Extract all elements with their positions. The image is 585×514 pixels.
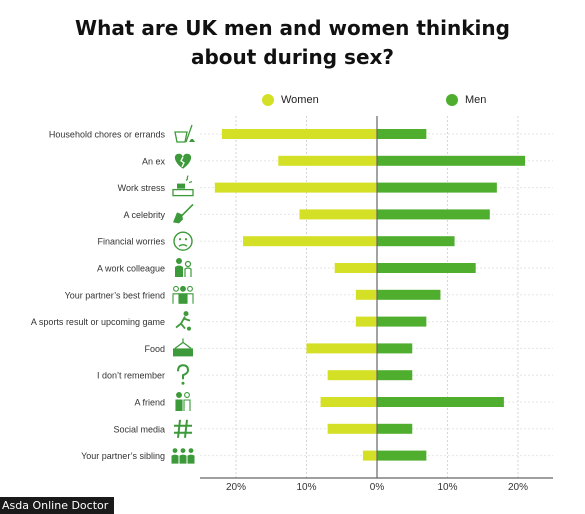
bar-women <box>306 343 377 354</box>
bar-men <box>377 155 526 166</box>
bar-men <box>377 343 413 354</box>
bar-men <box>377 182 497 193</box>
bar-women <box>320 397 377 407</box>
bar-men <box>377 263 476 273</box>
friends-group-icon <box>172 285 194 304</box>
bar-men <box>377 316 427 327</box>
family-icon <box>171 448 195 464</box>
x-tick-label: 20% <box>508 482 528 493</box>
bar-women <box>334 263 377 273</box>
hashtag-icon <box>174 419 192 438</box>
bar-men <box>377 129 427 139</box>
legend-women-label: Women <box>281 94 319 106</box>
desk-stress-icon <box>172 175 194 197</box>
category-label: A sports result or upcoming game <box>31 317 165 327</box>
image-credit: Asda Online Doctor <box>0 497 115 514</box>
bar-women <box>355 316 377 327</box>
bar-men <box>377 209 490 220</box>
bar-women <box>278 155 377 166</box>
category-label: Work stress <box>118 183 166 193</box>
category-label: I don’t remember <box>97 371 165 381</box>
category-label: A work colleague <box>97 264 165 274</box>
category-label: Household chores or errands <box>49 130 166 140</box>
bar-men <box>377 423 413 434</box>
broken-heart-icon <box>174 153 192 169</box>
bar-men <box>377 370 413 381</box>
chart-title-line1: What are UK men and women thinking <box>75 16 510 40</box>
category-label: Your partner’s best friend <box>65 290 165 300</box>
x-tick-label: 20% <box>226 482 246 493</box>
legend-women-swatch <box>262 94 274 106</box>
two-people-icon <box>175 392 191 411</box>
guitar-icon <box>173 203 194 224</box>
bar-women <box>214 182 377 193</box>
category-label: A celebrity <box>123 210 165 220</box>
colleagues-icon <box>175 258 192 277</box>
bar-women <box>327 423 377 434</box>
bar-men <box>377 236 455 247</box>
footballer-icon <box>175 311 191 331</box>
question-mark-icon <box>177 364 190 385</box>
legend-men-swatch <box>446 94 458 106</box>
legend-women: Women <box>262 94 319 106</box>
bar-men <box>377 450 427 461</box>
category-label: A friend <box>134 398 165 408</box>
category-label: An ex <box>142 156 166 166</box>
bar-women <box>299 209 377 220</box>
category-label: Social media <box>113 424 165 434</box>
bar-women <box>327 370 377 381</box>
chart-title: What are UK men and women thinking about… <box>0 14 585 72</box>
legend-men-label: Men <box>465 94 487 106</box>
category-label: Financial worries <box>97 237 165 247</box>
worried-face-icon <box>173 231 193 251</box>
category-label: Your partner’s sibling <box>81 451 165 461</box>
legend-men: Men <box>446 94 486 106</box>
x-tick-label: 0% <box>370 482 385 493</box>
x-tick-label: 10% <box>437 482 457 493</box>
bar-women <box>243 236 377 247</box>
bar-women <box>221 129 377 139</box>
bar-men <box>377 289 441 300</box>
x-tick-label: 10% <box>296 482 316 493</box>
bar-women <box>355 289 377 300</box>
chart-title-line2: about during sex? <box>190 45 395 69</box>
cake-icon <box>173 338 193 357</box>
bar-women <box>362 450 377 461</box>
bar-men <box>377 397 504 407</box>
bucket-mop-icon <box>174 124 195 143</box>
category-label: Food <box>144 344 165 354</box>
